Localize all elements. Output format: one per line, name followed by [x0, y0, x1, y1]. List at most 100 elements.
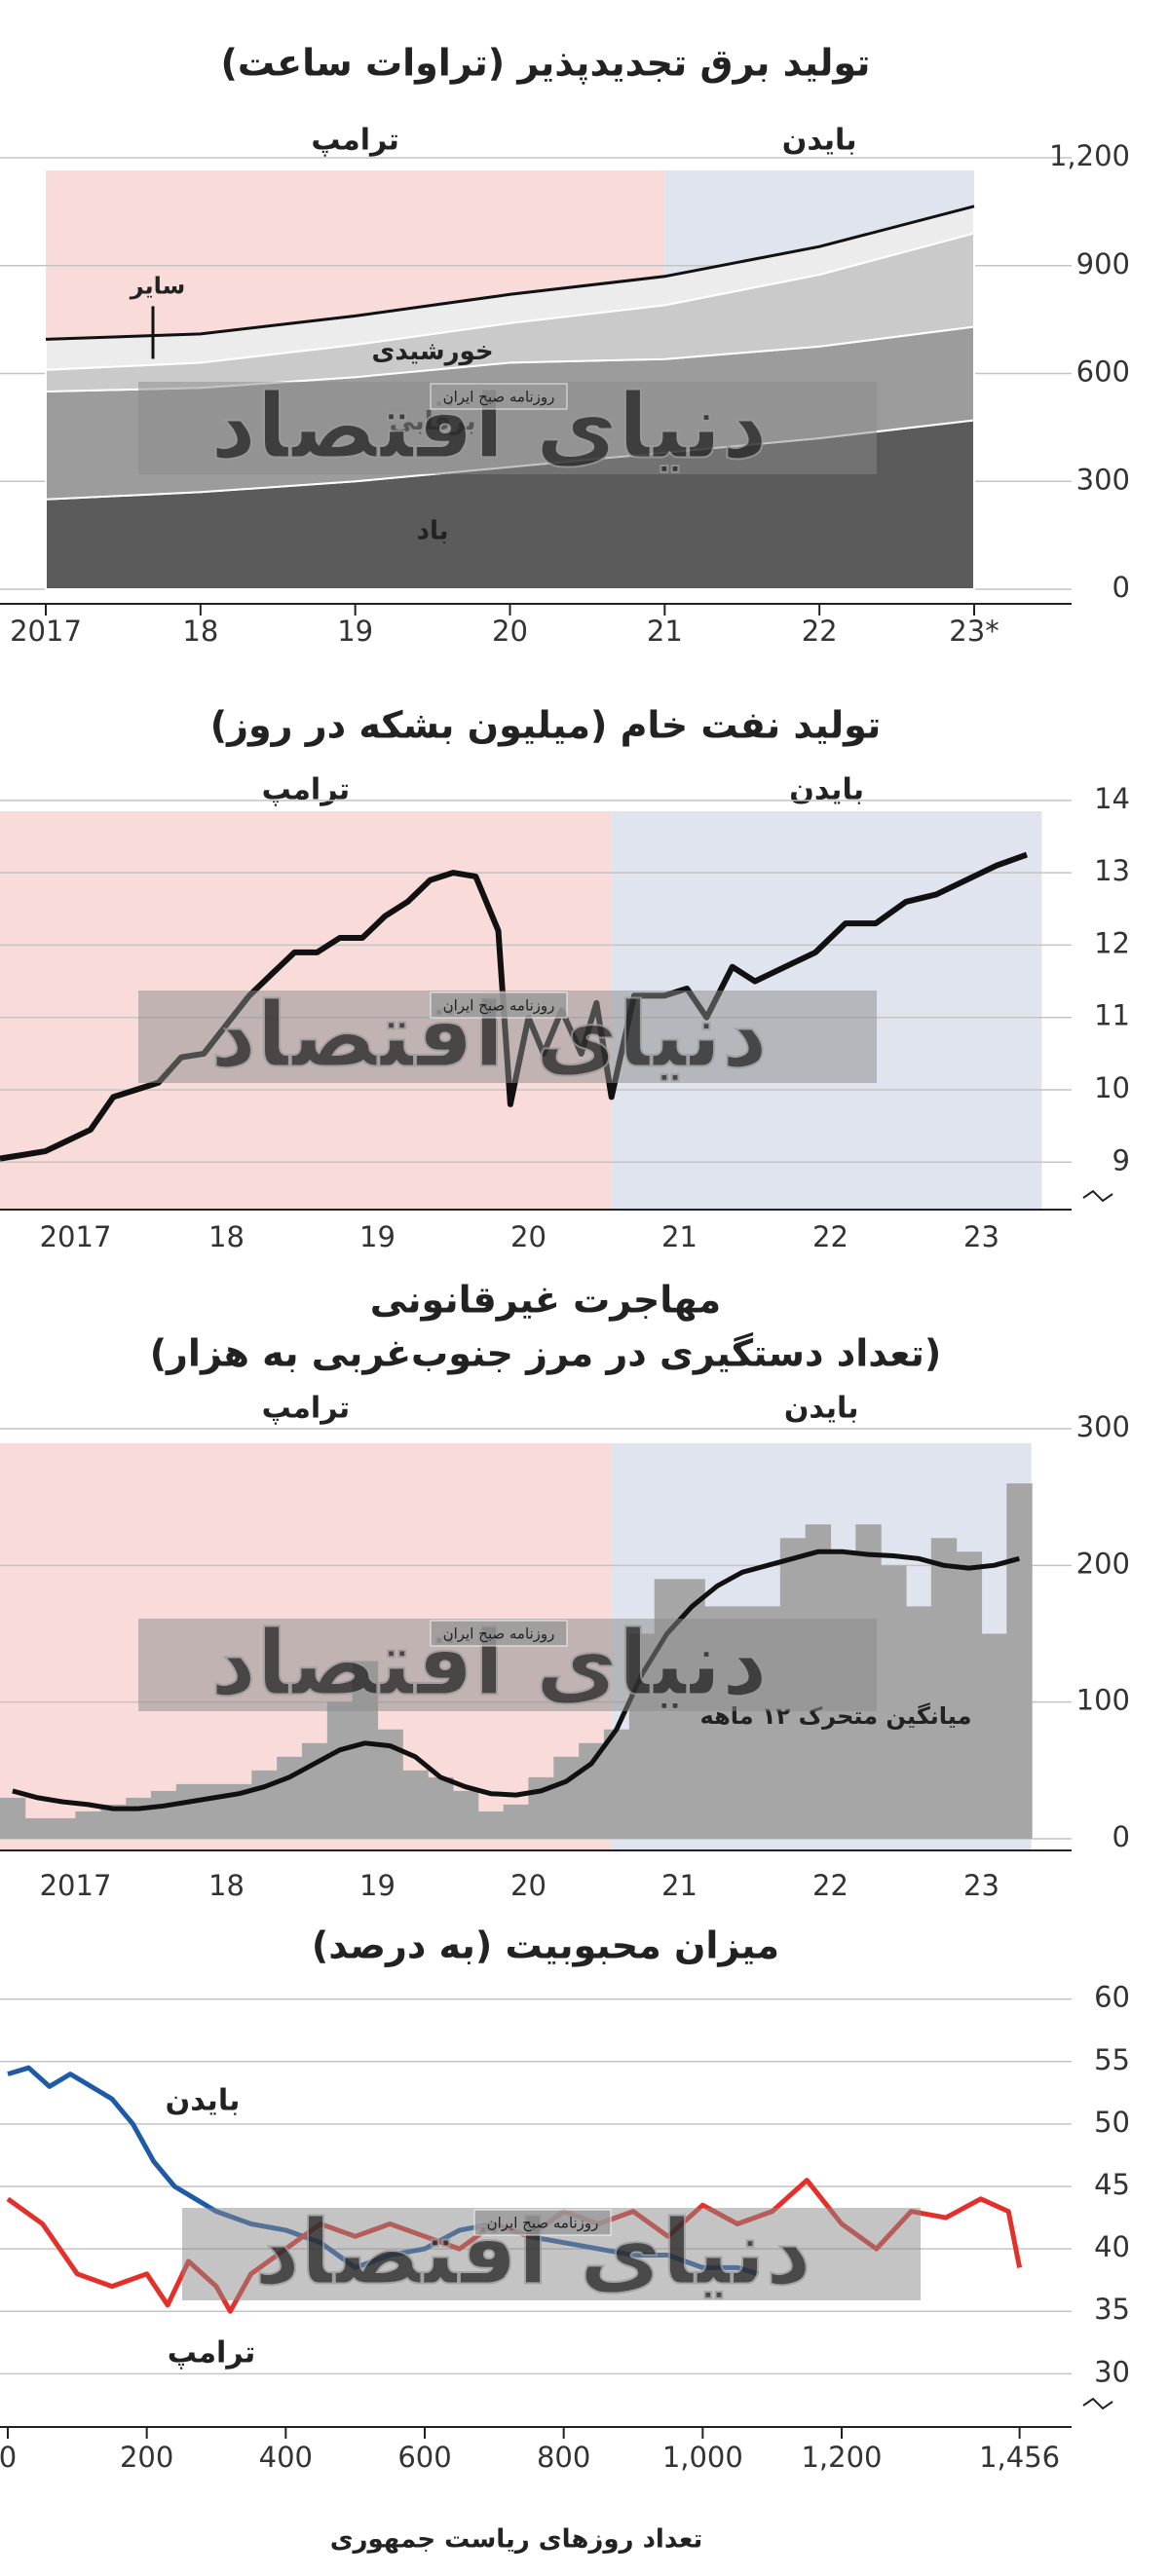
layer-label: خورشیدی — [372, 337, 494, 366]
term-label: ترامپ — [311, 124, 399, 158]
x-tick-label: 800 — [537, 2441, 590, 2474]
x-tick-label: 600 — [397, 2441, 451, 2474]
bar — [503, 1804, 530, 1839]
x-tick-label: 18 — [208, 1220, 245, 1253]
y-tick-label: 14 — [1094, 782, 1130, 815]
chart-title: مهاجرت غیرقانونی — [370, 1279, 721, 1322]
bar — [956, 1551, 983, 1839]
x-tick-label: 21 — [661, 1869, 698, 1902]
bar — [905, 1606, 932, 1839]
y-tick-label: 1,200 — [1049, 139, 1130, 172]
watermark-subtitle: روزنامه صبح ایران — [443, 1625, 555, 1643]
x-tick-label: 1,200 — [801, 2441, 882, 2474]
x-tick-label: 200 — [120, 2441, 173, 2474]
watermark-tag — [430, 383, 568, 410]
y-tick-label: 50 — [1094, 2106, 1130, 2139]
x-tick-label: 18 — [182, 615, 218, 648]
x-tick-label: 20 — [510, 1220, 547, 1253]
bar — [50, 1817, 77, 1839]
bar — [930, 1538, 958, 1839]
x-tick-label: 400 — [259, 2441, 313, 2474]
x-tick-label: 20 — [510, 1869, 547, 1902]
bar — [0, 1797, 26, 1839]
x-tick-label: 2017 — [40, 1220, 112, 1253]
x-tick-label: 23* — [949, 615, 999, 648]
y-tick-label: 0 — [1112, 1820, 1130, 1853]
x-tick-label: 22 — [812, 1869, 848, 1902]
bar — [326, 1701, 354, 1839]
bar — [150, 1790, 177, 1839]
y-tick-label: 40 — [1094, 2230, 1130, 2263]
x-tick-label: 2017 — [40, 1869, 112, 1902]
y-tick-label: 10 — [1094, 1071, 1130, 1104]
watermark: دنیای اقتصاد — [210, 983, 768, 1087]
bar — [402, 1770, 429, 1839]
y-tick-label: 60 — [1094, 1981, 1130, 2014]
y-tick-label: 45 — [1094, 2168, 1130, 2201]
chart-title: تولید نفت خام (میلیون بشکه در روز) — [210, 704, 881, 748]
y-tick-label: 35 — [1094, 2293, 1130, 2326]
y-tick-label: 55 — [1094, 2043, 1130, 2076]
y-tick-label: 0 — [1112, 571, 1130, 604]
term-label: بایدن — [789, 773, 864, 807]
y-tick-label: 300 — [1076, 463, 1130, 496]
y-tick-label: 12 — [1094, 926, 1130, 959]
bar — [881, 1565, 907, 1839]
y-tick-label: 100 — [1076, 1684, 1130, 1717]
chart-subtitle: (تعداد دستگیری در مرز جنوب‌غربی به هزار) — [150, 1332, 942, 1375]
series-label: ترامپ — [168, 2336, 256, 2371]
y-tick-label: 11 — [1094, 999, 1130, 1032]
y-tick-label: 30 — [1094, 2355, 1130, 2388]
x-tick-label: 22 — [812, 1220, 848, 1253]
watermark-subtitle: روزنامه صبح ایران — [443, 997, 555, 1015]
x-tick-label: 0 — [0, 2441, 17, 2474]
x-tick-label: 21 — [647, 615, 683, 648]
series-label: بایدن — [166, 2084, 241, 2118]
x-tick-label: 21 — [661, 1220, 698, 1253]
layer-label: باد — [417, 516, 449, 545]
x-tick-label: 22 — [802, 615, 838, 648]
bar — [428, 1776, 454, 1839]
x-tick-label: 23 — [963, 1869, 999, 1902]
bar — [1006, 1483, 1033, 1839]
y-tick-label: 200 — [1076, 1547, 1130, 1580]
y-tick-label: 13 — [1094, 854, 1130, 887]
watermark-subtitle: روزنامه صبح ایران — [487, 2215, 599, 2232]
x-tick-label: 19 — [337, 615, 373, 648]
x-tick-label: 18 — [208, 1869, 245, 1902]
bar — [477, 1811, 505, 1839]
bar — [553, 1756, 580, 1839]
bar — [452, 1790, 479, 1839]
term-label: ترامپ — [262, 773, 351, 807]
y-tick-label: 900 — [1076, 247, 1130, 280]
term-label: ترامپ — [262, 1392, 351, 1426]
axis-break — [1082, 1189, 1113, 1203]
bar — [201, 1783, 228, 1839]
layer-label: سایر — [130, 272, 186, 299]
bar — [981, 1633, 1007, 1839]
y-tick-label: 600 — [1076, 355, 1130, 389]
bar — [579, 1742, 605, 1839]
bar — [175, 1783, 203, 1839]
term-label: بایدن — [784, 1392, 859, 1426]
bar — [24, 1817, 52, 1839]
term-label: بایدن — [782, 124, 857, 158]
y-tick-label: 300 — [1076, 1410, 1130, 1443]
watermark-tag — [430, 1620, 568, 1647]
bar — [603, 1729, 630, 1839]
bar — [75, 1811, 101, 1839]
watermark-tag — [430, 991, 568, 1019]
y-tick-label: 9 — [1112, 1143, 1130, 1176]
x-tick-label: 19 — [359, 1869, 396, 1902]
x-tick-label: 2017 — [10, 615, 82, 648]
watermark-subtitle: روزنامه صبح ایران — [443, 389, 555, 406]
bar — [251, 1770, 278, 1839]
x-axis-title: تعداد روزهای ریاست جمهوری — [330, 2525, 703, 2555]
bar — [126, 1797, 152, 1839]
data-line — [12, 1549, 1020, 1811]
x-tick-label: 1,456 — [979, 2441, 1060, 2474]
x-tick-label: 20 — [492, 615, 528, 648]
bar — [277, 1756, 303, 1839]
x-tick-label: 23 — [963, 1220, 999, 1253]
